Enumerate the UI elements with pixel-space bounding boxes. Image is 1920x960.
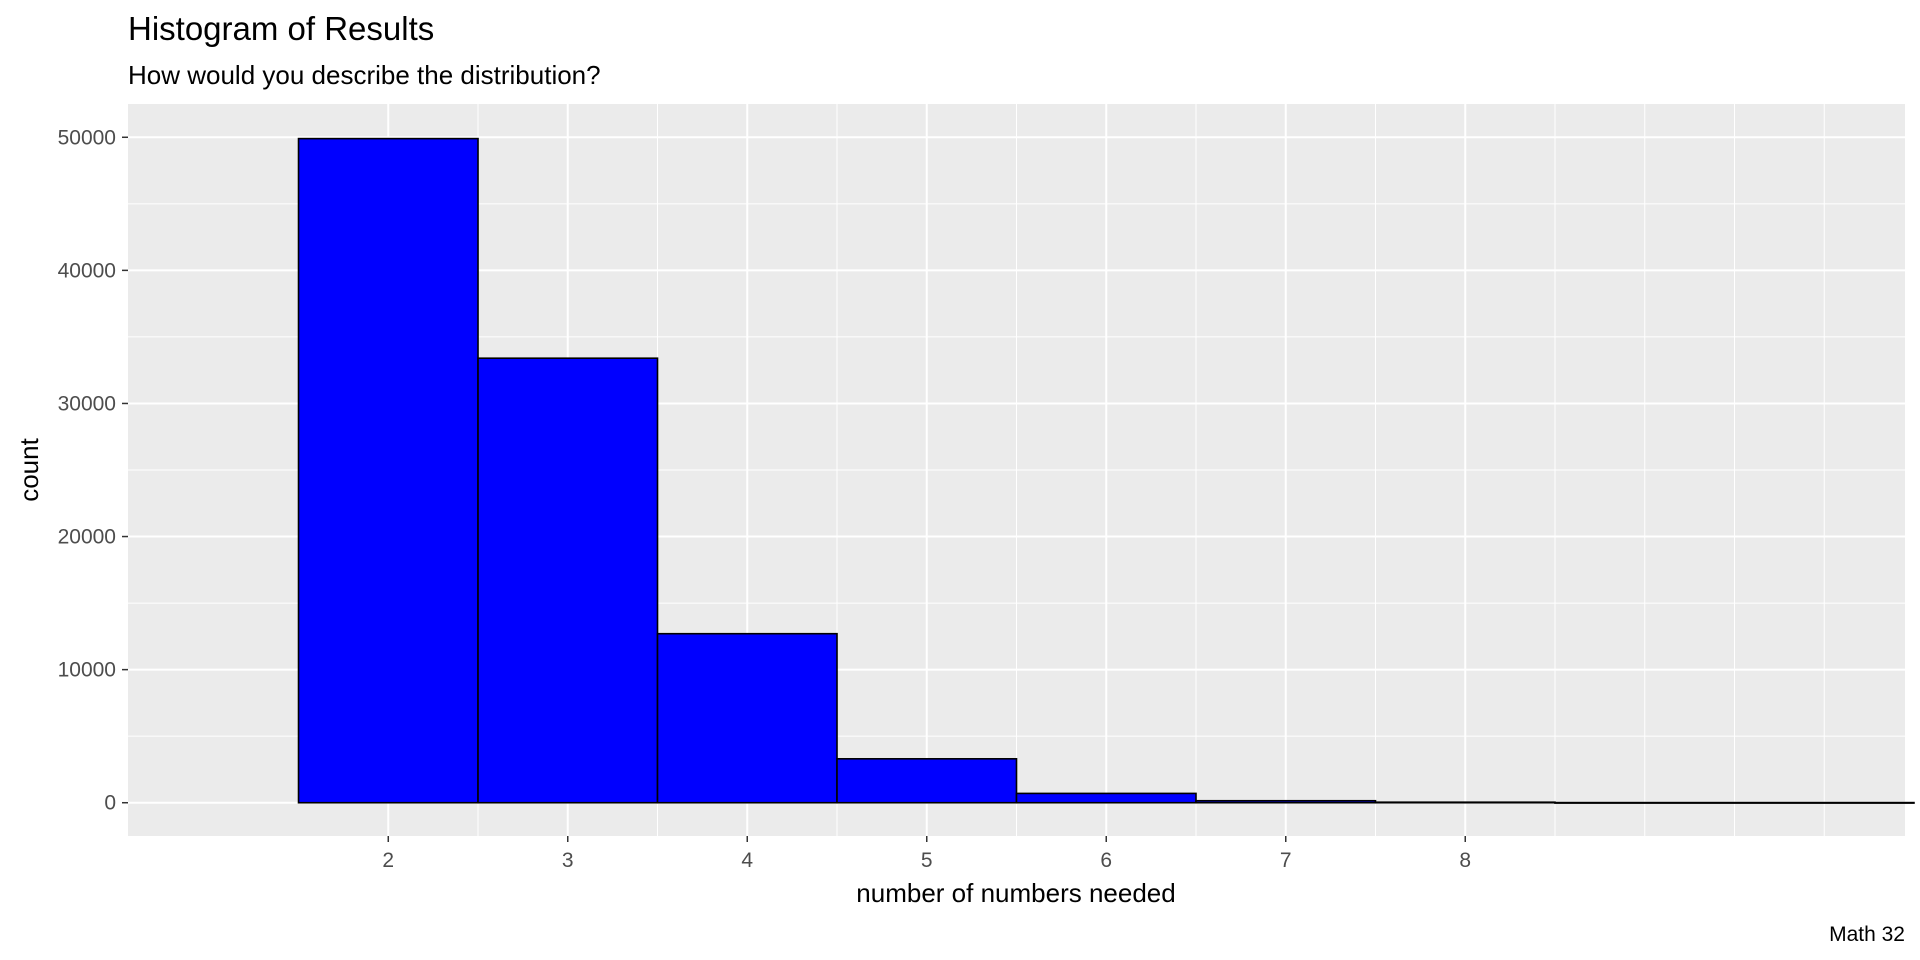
- histogram-bar: [297, 137, 479, 804]
- y-tick-label: 50000: [58, 126, 116, 149]
- y-tick-label: 0: [104, 792, 116, 815]
- x-tick-label: 5: [921, 849, 933, 872]
- histogram-bar: [1195, 799, 1377, 804]
- histogram-bar: [1374, 801, 1556, 804]
- y-tick-label: 10000: [58, 659, 116, 682]
- chart-caption: Math 32: [1829, 923, 1905, 946]
- histogram-bar: [836, 758, 1018, 804]
- chart-title: Histogram of Results: [128, 10, 434, 47]
- x-axis-ticks: 2 3 4 5 6 7 8: [382, 836, 1471, 872]
- x-tick-label: 7: [1280, 849, 1292, 872]
- histogram-bar: [656, 632, 838, 804]
- histogram-bar: [477, 357, 659, 804]
- y-tick-label: 30000: [58, 392, 116, 415]
- y-axis-ticks: 0 10000 20000 30000 40000 50000: [58, 126, 128, 815]
- histogram-bar: [1554, 801, 1915, 804]
- chart-subtitle: How would you describe the distribution?: [128, 60, 601, 90]
- histogram-bars: [297, 137, 1915, 804]
- x-axis-title: number of numbers needed: [856, 878, 1175, 908]
- x-tick-label: 3: [562, 849, 574, 872]
- y-axis-title: count: [14, 437, 44, 501]
- y-tick-label: 40000: [58, 259, 116, 282]
- x-tick-label: 6: [1100, 849, 1112, 872]
- x-tick-label: 4: [741, 849, 753, 872]
- x-tick-label: 2: [382, 849, 394, 872]
- x-tick-label: 8: [1459, 849, 1471, 872]
- y-tick-label: 20000: [58, 526, 116, 549]
- histogram-bar: [1015, 792, 1197, 804]
